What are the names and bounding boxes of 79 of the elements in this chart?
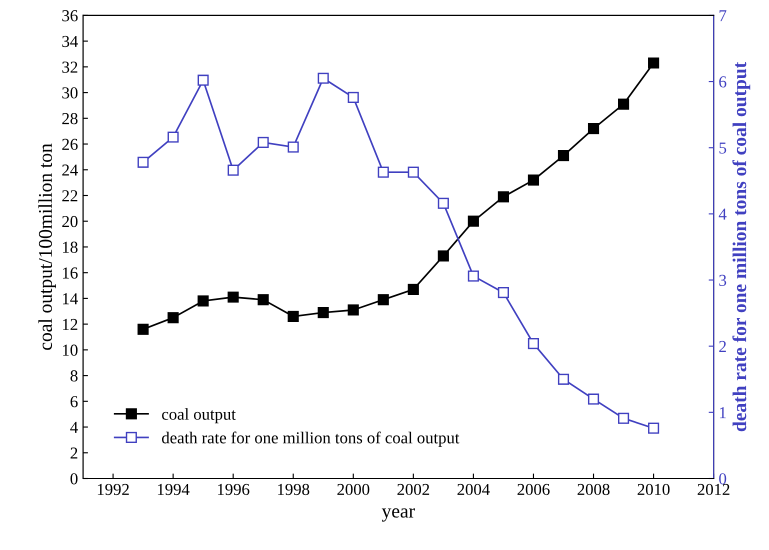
y2-tick-label: 4 <box>718 208 727 220</box>
y-tick-label: 26 <box>62 138 78 150</box>
point <box>648 57 660 69</box>
point <box>318 307 329 318</box>
x-tick-label: 2000 <box>337 484 370 496</box>
point <box>348 92 359 103</box>
point <box>318 72 329 84</box>
y2-tick-label: 0 <box>719 473 726 484</box>
y-tick-label: 18 <box>62 242 78 253</box>
y2-tick-label: 1 <box>720 407 726 418</box>
point <box>198 295 209 307</box>
x-tick-label: 1998 <box>278 484 310 496</box>
point <box>168 132 179 143</box>
point <box>588 123 600 134</box>
point <box>288 310 299 322</box>
y-tick-label: 8 <box>70 370 78 382</box>
x-tick-label: 2010 <box>638 484 670 496</box>
point <box>228 164 239 176</box>
y-tick-label: 16 <box>62 267 78 279</box>
x-tick-label: 2002 <box>397 484 430 496</box>
y2-axis-title: death rate for one million tons of coal output <box>732 62 750 432</box>
x-axis-title: year <box>382 508 415 522</box>
point <box>558 150 570 162</box>
point <box>498 287 509 298</box>
y2-tick-label: 6 <box>719 76 726 88</box>
y-tick-label: 14 <box>62 293 78 304</box>
y-tick-label: 4 <box>70 422 78 433</box>
y-tick-label: 32 <box>62 62 78 73</box>
y2-tick-label: 3 <box>719 274 726 286</box>
point <box>618 412 630 424</box>
y-tick-label: 20 <box>62 216 78 228</box>
point <box>438 250 449 262</box>
point <box>468 216 479 227</box>
point <box>408 166 419 178</box>
y-tick-label: 0 <box>70 473 78 484</box>
y2-tick-label: 7 <box>720 10 726 22</box>
y-tick-label: 28 <box>62 113 78 124</box>
point <box>138 156 149 168</box>
point <box>258 294 269 306</box>
point <box>288 141 299 153</box>
point <box>198 74 209 86</box>
point <box>558 374 570 385</box>
y-axis-title: coal output/100million ton <box>38 144 56 350</box>
y-tick-label: 36 <box>62 10 78 22</box>
point <box>438 198 449 209</box>
x-tick-label: 2006 <box>518 484 550 496</box>
y-tick-label: 34 <box>62 36 78 48</box>
y-tick-label: 24 <box>62 164 78 176</box>
y-tick-label: 22 <box>62 190 78 202</box>
y-tick-label: 6 <box>70 396 78 408</box>
x-tick-label: 1992 <box>98 484 129 496</box>
point <box>528 338 540 350</box>
x-tick-label: 2008 <box>578 484 610 496</box>
point <box>228 292 239 303</box>
point <box>648 422 660 434</box>
point <box>528 174 540 186</box>
point <box>378 166 389 178</box>
y-tick-label: 2 <box>70 448 78 459</box>
point <box>498 191 509 202</box>
y-tick-label: 12 <box>62 318 78 330</box>
point <box>138 324 149 335</box>
point <box>378 294 389 306</box>
point <box>408 284 419 295</box>
point <box>168 312 179 324</box>
point <box>258 136 269 148</box>
x-tick-label: 1994 <box>158 484 190 496</box>
point <box>618 98 630 110</box>
y-tick-label: 10 <box>62 344 78 356</box>
legend-label: coal output <box>162 408 236 424</box>
point <box>468 270 479 282</box>
x-tick-label: 1996 <box>218 484 250 496</box>
x-tick-label: 2012 <box>698 484 730 496</box>
point <box>348 304 359 316</box>
y2-tick-label: 2 <box>719 340 726 352</box>
x-tick-label: 2004 <box>457 484 490 496</box>
y-tick-label: 30 <box>62 87 78 99</box>
y2-tick-label: 5 <box>719 142 726 154</box>
point <box>588 394 600 405</box>
legend-label: death rate for one million tons of coal output <box>162 432 460 447</box>
